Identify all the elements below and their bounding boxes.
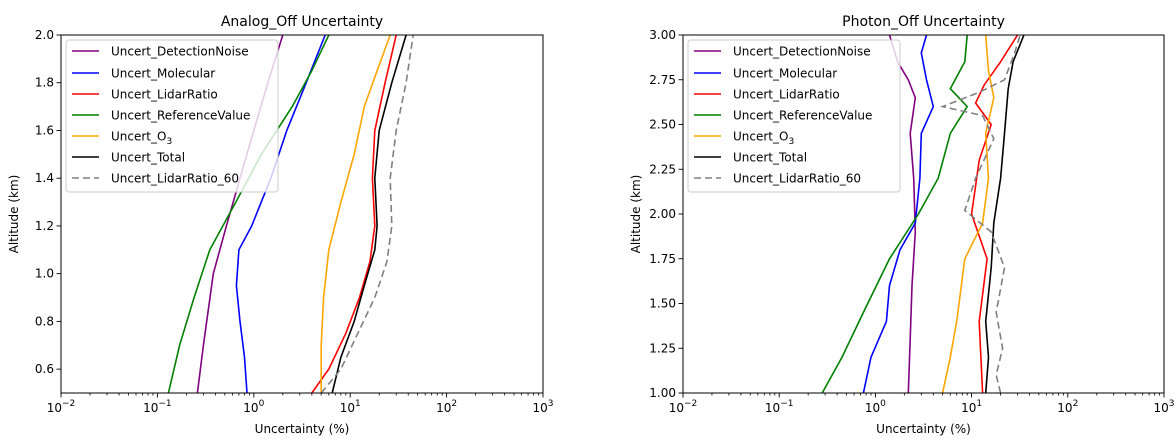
chart-title: Photon_Off Uncertainty [842,14,1005,30]
y-tick-label: 2.25 [649,162,676,176]
x-tick-label: 102 [436,399,457,415]
y-tick-label: 1.25 [649,341,676,355]
series-line-uncert-total [331,35,407,393]
legend-label: Uncert_LidarRatio [733,88,840,102]
legend: Uncert_DetectionNoise Uncert_Molecular Unc… [687,39,901,193]
y-tick-label: 1.8 [35,76,54,90]
x-tick-label: 103 [532,399,553,415]
x-tick-label: 100 [865,399,886,415]
legend-box [687,39,901,193]
legend-label: Uncert_Total [733,151,807,165]
plot-frame [60,34,544,394]
series-line-uncert-o3 [320,35,391,393]
legend-label: Uncert_LidarRatio_60 [111,172,239,186]
series-line-uncert-lidarratio-60 [939,35,1021,393]
x-tick-label: 10−1 [765,399,794,415]
legend-label: Uncert_Molecular [733,67,837,81]
legend-label: Uncert_DetectionNoise [111,45,249,59]
legend-label: Uncert_Molecular [111,67,215,81]
legend-label: Uncert_ReferenceValue [111,109,250,123]
legend-label: Uncert_ReferenceValue [733,109,872,123]
y-tick-label: 2.75 [649,73,676,87]
chart-1: Analog_Off Uncertainty 10−2 10−1 100 101 102 1… [7,14,554,436]
legend-label: Uncert_Total [111,151,185,165]
y-tick-label: 2.0 [35,28,54,42]
x-tick-label: 10−2 [47,399,76,415]
legend: Uncert_DetectionNoise Uncert_Molecular Unc… [65,39,279,193]
x-axis-label: Uncertainty (%) [876,422,971,436]
x-tick-label: 101 [340,399,361,415]
y-tick-label: 2.50 [649,118,676,132]
x-tick-label: 103 [1153,399,1174,415]
y-tick-label: 1.0 [35,267,54,281]
y-tick-label: 1.2 [35,219,54,233]
y-tick-label: 1.6 [35,123,54,137]
legend-label: Uncert_DetectionNoise [733,45,871,59]
series-line-uncert-o3 [941,35,995,393]
y-tick-label: 3.00 [649,28,676,42]
x-tick-label: 10−1 [143,399,172,415]
legend-label: Uncert_O3 [733,130,794,148]
series-line-uncert-detectionnoise [888,35,917,393]
y-tick-label: 0.8 [35,314,54,328]
series-line-uncert-total [984,35,1025,393]
x-tick-label: 101 [961,399,982,415]
legend-label: Uncert_LidarRatio_60 [733,172,861,186]
y-tick-label: 1.50 [649,297,676,311]
legend-box [65,39,279,193]
legend-label: Uncert_O3 [111,130,172,148]
series-line-uncert-molecular [235,35,326,393]
y-tick-label: 1.00 [649,386,676,400]
chart-2: Photon_Off Uncertainty 10−2 10−1 100 101 102 1… [629,14,1175,436]
y-axis-label: Altitude (km) [7,175,21,254]
x-tick-label: 102 [1057,399,1078,415]
x-axis-label: Uncertainty (%) [255,422,350,436]
series-line-uncert-molecular [862,35,935,393]
legend-label: Uncert_LidarRatio [111,88,218,102]
series-line-uncert-referencevalue [167,35,330,393]
y-tick-label: 1.4 [35,171,54,185]
y-tick-label: 0.6 [35,362,54,376]
x-tick-label: 100 [243,399,264,415]
series-line-uncert-referencevalue [821,35,969,393]
series-line-uncert-lidarratio [311,35,397,393]
x-tick-label: 10−2 [669,399,698,415]
series-line-uncert-lidarratio-60 [320,35,414,393]
y-tick-label: 1.75 [649,252,676,266]
y-tick-label: 2.00 [649,207,676,221]
y-axis-label: Altitude (km) [629,175,643,254]
chart-title: Analog_Off Uncertainty [221,14,383,30]
